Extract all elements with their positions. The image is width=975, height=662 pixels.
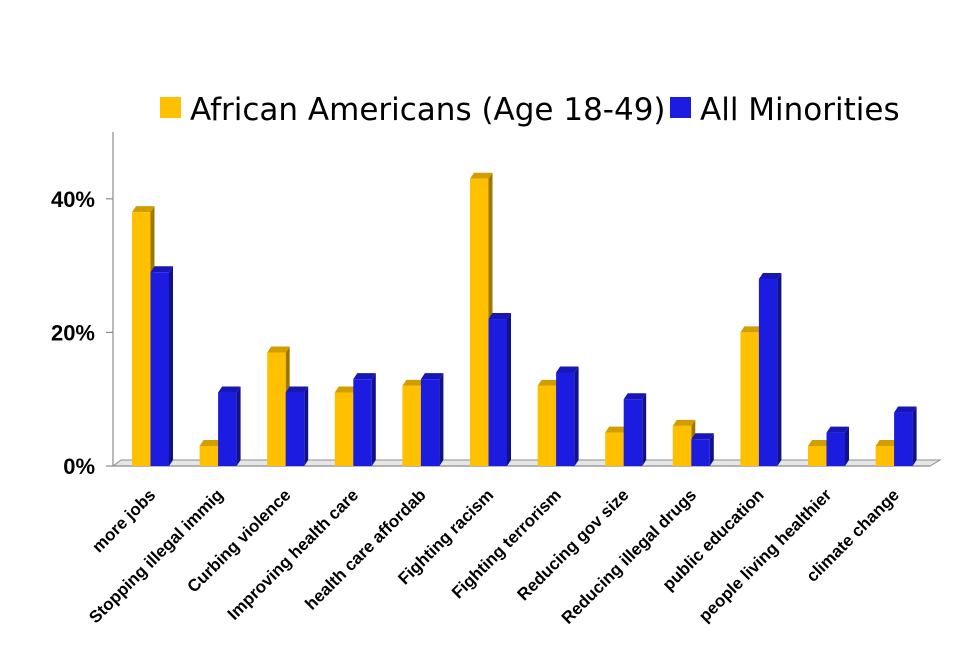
bar-top [150, 266, 173, 273]
bar-all-minorities-fighting-terrorism [556, 366, 579, 466]
chart-axes [112, 132, 930, 467]
bar-all-minorities-people-living-healthier [826, 426, 849, 466]
bar-top [420, 373, 444, 380]
bar-front [537, 385, 557, 466]
x-tick-label-reducing-gov-size: Reducing gov size [514, 485, 633, 604]
legend: African Americans (Age 18-49) All Minori… [160, 92, 900, 128]
legend-label-all-minorities: All Minorities [700, 92, 900, 128]
bar-front [402, 385, 421, 466]
bar-front [740, 332, 759, 466]
bar-top [199, 439, 223, 446]
bar-all-minorities-public-education [758, 272, 782, 466]
bar-all-minorities-fighting-racism [488, 313, 511, 466]
bar-side [371, 373, 376, 466]
bar-top [488, 313, 511, 320]
x-tick-label-improving-health-care: Improving health care [224, 485, 362, 623]
bar-front [758, 278, 778, 466]
bar-top [672, 419, 696, 426]
bar-top [826, 426, 849, 433]
chart-bars [132, 172, 917, 466]
y-axis-ticks: 0% 20% 40% [51, 187, 113, 479]
bar-all-minorities-reducing-illegal-drugs [691, 433, 714, 466]
bar-top [691, 433, 714, 440]
bar-side [304, 386, 309, 466]
y-tick-label-0: 0% [63, 454, 95, 479]
bar-front [488, 319, 507, 466]
y-tick-label-20: 20% [51, 320, 95, 345]
bar-side [845, 426, 849, 466]
bar-front [875, 445, 895, 466]
bar-top [894, 406, 917, 413]
bar-front [605, 432, 624, 466]
bar-african-americans-age-18-49-climate-change [875, 439, 899, 466]
bar-top [402, 379, 425, 386]
bar-front [132, 212, 151, 466]
bar-side [777, 272, 782, 466]
bar-front [672, 425, 692, 466]
bar-all-minorities-improving-health-care [353, 373, 376, 466]
bar-top [353, 373, 376, 380]
bar-side [507, 313, 511, 466]
legend-swatch-all-minorities [670, 97, 691, 118]
bar-top [537, 379, 561, 386]
bar-side [912, 406, 917, 466]
x-tick-label-health-care-affordab: health care affordab [301, 485, 429, 613]
bar-front [267, 352, 286, 466]
bar-front [285, 392, 305, 466]
bar-top [285, 386, 309, 393]
bar-all-minorities-more-jobs [150, 266, 173, 466]
bar-top [218, 386, 241, 393]
bar-front [470, 178, 489, 466]
bar-front [334, 392, 354, 466]
bar-side [236, 386, 241, 466]
bar-front [826, 432, 845, 466]
y-tick-label-40: 40% [51, 187, 95, 212]
x-tick-label-reducing-illegal-drugs: Reducing illegal drugs [558, 485, 700, 627]
bar-front [691, 439, 710, 466]
bar-front [623, 399, 643, 466]
bar-top [334, 386, 358, 393]
bar-top [623, 393, 647, 400]
legend-swatch-african-americans [160, 97, 181, 118]
bar-front [556, 372, 575, 466]
bar-all-minorities-curbing-violence [285, 386, 309, 466]
bar-side [439, 373, 444, 466]
bar-top [470, 172, 493, 179]
bar-top [267, 346, 290, 353]
bar-top [740, 326, 763, 333]
x-tick-label-people-living-healthier: people living healthier [695, 485, 836, 626]
bar-side [642, 393, 647, 466]
bar-top [132, 206, 155, 213]
bar-top [605, 426, 628, 433]
bar-front [353, 379, 372, 466]
bar-all-minorities-health-care-affordab [420, 373, 444, 466]
bar-side [709, 433, 714, 466]
bar-top [758, 272, 782, 279]
bar-all-minorities-reducing-gov-size [623, 393, 647, 466]
bar-front [420, 379, 440, 466]
bar-all-minorities-stopping-illegal-immig [218, 386, 241, 466]
legend-label-african-americans: African Americans (Age 18-49) [190, 92, 666, 128]
bar-front [218, 392, 237, 466]
bar-top [875, 439, 899, 446]
x-tick-label-stopping-illegal-immig: Stopping illegal immig [85, 485, 227, 627]
bar-top [556, 366, 579, 373]
bar-front [199, 445, 219, 466]
bar-front [150, 272, 169, 466]
x-tick-label-more-jobs: more jobs [88, 485, 159, 556]
bar-top [808, 439, 831, 446]
bar-all-minorities-climate-change [894, 406, 917, 466]
bar-side [574, 366, 579, 466]
bar-front [894, 412, 913, 466]
bar-side [169, 266, 173, 466]
bar-front [808, 445, 827, 466]
